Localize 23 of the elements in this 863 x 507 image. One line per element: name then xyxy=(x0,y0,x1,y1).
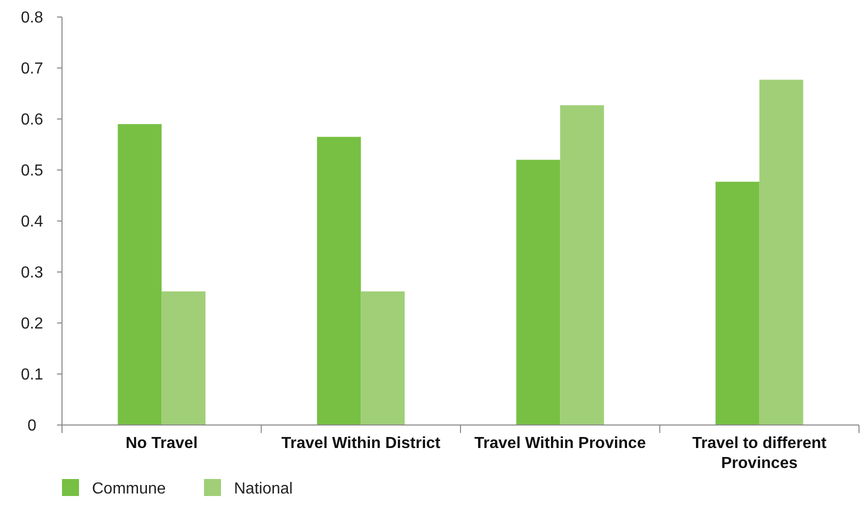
y-tick-label: 0.6 xyxy=(20,112,44,129)
y-tick-label: 0.7 xyxy=(20,60,44,78)
y-tick-label: 0.3 xyxy=(20,264,44,282)
y-tick-label: 0.1 xyxy=(20,366,44,384)
bar xyxy=(716,182,760,425)
x-tick-label: Travel Within District xyxy=(281,435,442,452)
y-tick-label: 0.5 xyxy=(20,162,44,180)
x-tick-label: Travel Within Province xyxy=(474,435,646,452)
x-tick-label: Travel to different Provinces xyxy=(692,435,828,472)
bar xyxy=(560,105,604,425)
bar xyxy=(317,136,361,425)
legend-label: National xyxy=(234,480,293,498)
bar xyxy=(516,160,560,425)
y-tick-label: 0 xyxy=(28,418,37,435)
legend-label: Commune xyxy=(92,480,166,498)
bar xyxy=(162,291,206,425)
bar xyxy=(360,291,405,425)
y-tick-label: 0.8 xyxy=(20,10,44,27)
bar xyxy=(118,124,162,425)
x-tick-label: No Travel xyxy=(126,435,198,452)
bar xyxy=(759,80,804,425)
y-tick-label: 0.2 xyxy=(20,316,44,333)
y-tick-label: 0.4 xyxy=(20,214,44,231)
